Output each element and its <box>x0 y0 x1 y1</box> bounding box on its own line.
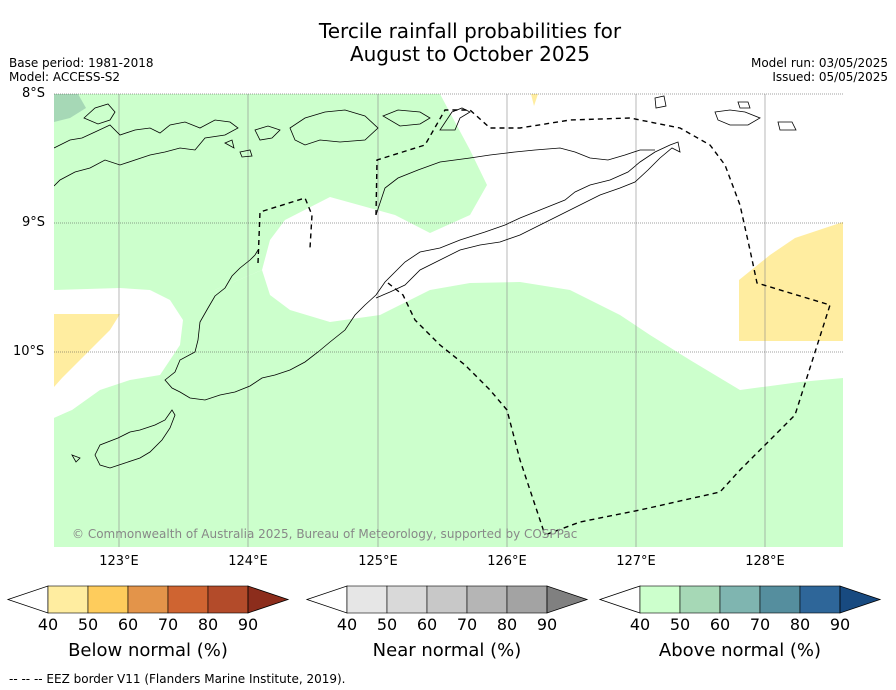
coast-sawu <box>71 454 81 463</box>
coast-east-islands <box>714 109 761 126</box>
colorbar-tick-label: 70 <box>749 615 771 634</box>
colorbar-tick-label: 40 <box>629 615 651 634</box>
issued-date: Issued: 05/05/2025 <box>772 70 888 84</box>
gridlines <box>118 94 766 547</box>
colorbar-title-below: Below normal (%) <box>68 640 228 661</box>
colorbar-extend-right <box>839 585 882 614</box>
lon-label-124e: 124°E <box>228 554 268 569</box>
colorbar-tick-label: 80 <box>496 615 518 634</box>
coast-flores-islands <box>54 119 239 187</box>
below-normal-region-west <box>54 314 120 387</box>
base-period: Base period: 1981-2018 <box>9 56 154 70</box>
coast-small-island-5 <box>239 149 253 158</box>
title-line-1: Tercile rainfall probabilities for <box>318 19 622 43</box>
colorbar-segment <box>466 585 508 614</box>
eez-border-north <box>375 109 831 536</box>
above-normal-region-south <box>54 270 843 547</box>
colorbar-tick-label: 50 <box>669 615 691 634</box>
colorbar-tick-label: 60 <box>416 615 438 634</box>
lon-label-127e: 127°E <box>616 554 656 569</box>
coast-timor-north <box>375 141 681 299</box>
meta-left: Base period: 1981-2018 Model: ACCESS-S2 <box>9 56 154 84</box>
colorbar-near-normal <box>305 585 589 614</box>
title-line-2: August to October 2025 <box>349 42 591 66</box>
colorbar-segment <box>167 585 209 614</box>
colorbar-tick-label: 40 <box>336 615 358 634</box>
eez-borders <box>257 109 831 536</box>
colorbar-below-normal <box>6 585 290 614</box>
colorbar-extend-right <box>546 585 589 614</box>
meta-right: Model run: 03/05/2025 Issued: 05/05/2025 <box>751 56 888 84</box>
copyright-notice: © Commonwealth of Australia 2025, Bureau… <box>72 527 578 541</box>
coast-wetar <box>439 107 471 131</box>
colorbar-segment <box>87 585 129 614</box>
colorbar-segment <box>719 585 761 614</box>
footer-legend: -- -- -- EEZ border V11 (Flanders Marine… <box>9 672 346 686</box>
colorbar-title-near: Near normal (%) <box>372 640 522 661</box>
colorbar-tick-label: 70 <box>157 615 179 634</box>
above-normal-region-north <box>54 94 487 295</box>
coast-timor-west <box>164 249 377 401</box>
colorbar-tick-label: 70 <box>456 615 478 634</box>
coast-east-island-3 <box>654 95 667 109</box>
colorbar-extend-left <box>598 585 641 614</box>
colorbar-tick-label: 80 <box>789 615 811 634</box>
colorbar-segment <box>346 585 388 614</box>
colorbar-extend-left <box>6 585 49 614</box>
coast-small-island-4 <box>224 139 235 149</box>
colorbar-segment <box>386 585 428 614</box>
colorbar-tick-label: 50 <box>376 615 398 634</box>
colorbar-segment <box>799 585 841 614</box>
colorbars <box>6 585 882 614</box>
lat-label-10s: 10°S <box>13 344 45 359</box>
colorbar-segment <box>679 585 721 614</box>
colorbar-above-normal <box>598 585 882 614</box>
above-normal-50-region <box>54 94 86 122</box>
lon-label-123e: 123°E <box>99 554 139 569</box>
lon-label-125e: 125°E <box>358 554 398 569</box>
colorbar-segment <box>207 585 249 614</box>
coast-small-island-1 <box>83 103 116 125</box>
coastlines <box>54 95 797 469</box>
lat-label-9s: 9°S <box>22 215 46 230</box>
colorbar-segment <box>506 585 548 614</box>
colorbar-tick-label: 90 <box>536 615 558 634</box>
above-normal-region-sw <box>54 410 72 420</box>
lat-label-8s: 8°S <box>22 86 46 101</box>
coast-timor-upper <box>375 147 655 216</box>
colorbar-tick-label: 60 <box>709 615 731 634</box>
colorbar-tick-label: 60 <box>117 615 139 634</box>
coast-east-island-2 <box>777 121 797 131</box>
colorbar-tick-label: 40 <box>37 615 59 634</box>
model-name: Model: ACCESS-S2 <box>9 70 121 84</box>
below-normal-region-north <box>531 94 538 106</box>
colorbar-segment <box>47 585 89 614</box>
colorbar-segment <box>759 585 801 614</box>
colorbar-title-above: Above normal (%) <box>658 640 822 661</box>
colorbar-extend-right <box>247 585 290 614</box>
colorbar-tick-label: 50 <box>77 615 99 634</box>
coast-east-island-4 <box>737 101 751 109</box>
eez-border-north-west <box>257 197 313 264</box>
colorbar-tick-label: 80 <box>197 615 219 634</box>
coast-small-island-3 <box>382 109 431 127</box>
eez-border-south <box>387 282 546 536</box>
coast-rote <box>94 409 176 469</box>
colorbar-segment <box>639 585 681 614</box>
coast-small-island-2 <box>254 125 281 141</box>
lon-label-126e: 126°E <box>487 554 527 569</box>
lon-label-128e: 128°E <box>745 554 785 569</box>
colorbar-segment <box>127 585 169 614</box>
colorbar-extend-left <box>305 585 348 614</box>
colorbar-tick-label: 90 <box>237 615 259 634</box>
model-run: Model run: 03/05/2025 <box>750 56 888 70</box>
coast-alor <box>289 109 379 146</box>
map-title: Tercile rainfall probabilities for Augus… <box>0 20 896 66</box>
colorbar-segment <box>426 585 468 614</box>
colorbar-tick-label: 90 <box>829 615 851 634</box>
